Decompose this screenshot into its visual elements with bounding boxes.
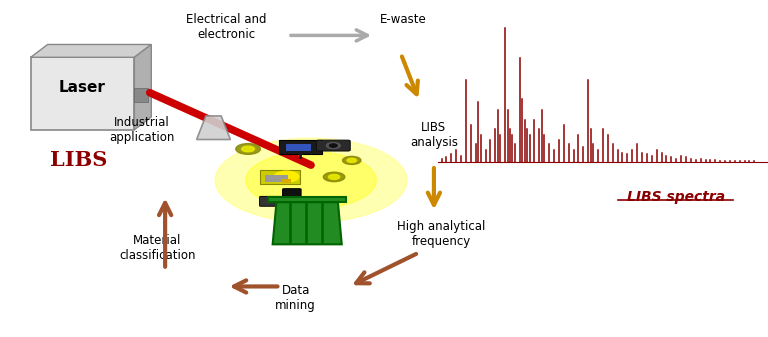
Text: LIBS spectra: LIBS spectra	[627, 190, 725, 204]
Text: High analytical
frequency: High analytical frequency	[397, 220, 486, 248]
FancyBboxPatch shape	[279, 140, 322, 154]
Text: Electrical and
electronic: Electrical and electronic	[187, 13, 266, 41]
Text: Data
mining: Data mining	[275, 284, 316, 312]
Circle shape	[236, 144, 260, 154]
Text: Material
classification: Material classification	[119, 234, 196, 262]
Circle shape	[329, 144, 337, 147]
Circle shape	[326, 143, 340, 149]
Polygon shape	[273, 202, 342, 244]
FancyBboxPatch shape	[283, 189, 301, 203]
Polygon shape	[197, 116, 230, 140]
Circle shape	[274, 171, 299, 182]
FancyBboxPatch shape	[260, 170, 300, 184]
Circle shape	[242, 146, 254, 152]
FancyBboxPatch shape	[282, 179, 291, 183]
Text: Industrial
application: Industrial application	[109, 116, 175, 144]
Polygon shape	[134, 44, 151, 130]
Text: E-waste: E-waste	[380, 13, 426, 27]
Circle shape	[323, 172, 345, 182]
FancyBboxPatch shape	[286, 144, 311, 151]
Circle shape	[215, 138, 407, 222]
Polygon shape	[31, 44, 151, 57]
FancyBboxPatch shape	[134, 88, 148, 102]
FancyBboxPatch shape	[265, 175, 288, 182]
Text: Laser: Laser	[59, 80, 106, 95]
Circle shape	[329, 175, 339, 179]
FancyBboxPatch shape	[260, 196, 287, 206]
Circle shape	[246, 152, 376, 209]
Circle shape	[347, 158, 356, 162]
FancyBboxPatch shape	[31, 57, 134, 130]
Text: LIBS: LIBS	[50, 150, 108, 170]
FancyBboxPatch shape	[316, 140, 350, 151]
Circle shape	[343, 156, 361, 164]
FancyBboxPatch shape	[268, 197, 346, 202]
Text: LIBS
analysis: LIBS analysis	[410, 121, 458, 149]
